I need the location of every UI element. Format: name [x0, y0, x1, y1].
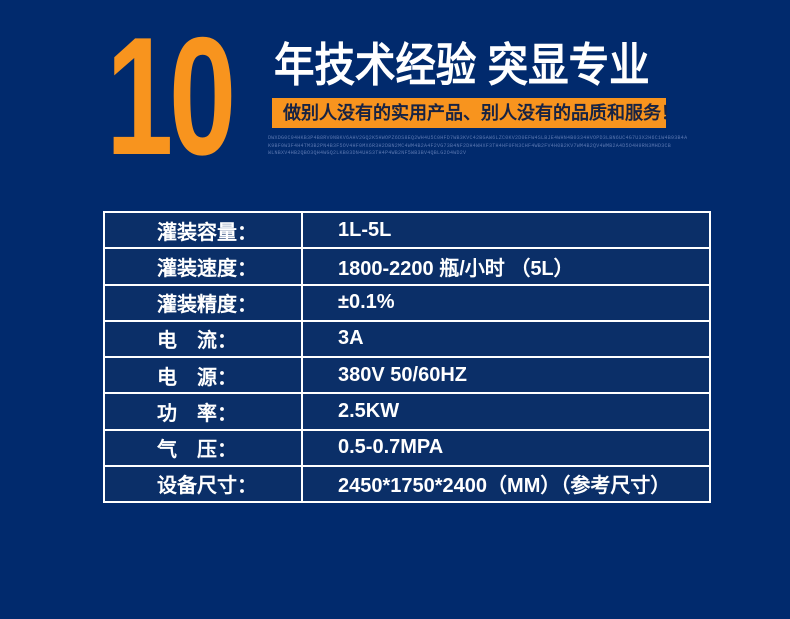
- spec-value: 3A: [301, 319, 711, 359]
- spec-label: 灌装精度：: [103, 283, 303, 322]
- spec-label: 灌装容量：: [103, 210, 303, 250]
- table-row: 气 压： 0.5-0.7MPA: [103, 428, 711, 467]
- table-row: 设备尺寸： 2450*1750*2400（MM）（参考尺寸）: [103, 464, 711, 504]
- spec-label: 设备尺寸：: [103, 464, 303, 504]
- spec-value: 2450*1750*2400（MM）（参考尺寸）: [301, 464, 711, 504]
- fine-print-line: DWXDG0C94HKB3P4B8RV0NBKV6AHV2GQ2K5HWOPZ6…: [268, 135, 688, 141]
- fine-print-block: DWXDG0C94HKB3P4B8RV0NBKV6AHV2GQ2K5HWOPZ6…: [268, 135, 687, 158]
- table-row: 灌装精度： ±0.1%: [103, 283, 711, 322]
- big-number-10: 10: [106, 2, 236, 190]
- spec-value: 1800-2200 瓶/小时 （5L）: [301, 247, 711, 286]
- spec-value: 380V 50/60HZ: [301, 355, 711, 395]
- fine-print-line: WLNBXV4HB2QBO3QH4WGQ2LKB03DN4UHS3TH4P4WB…: [268, 150, 467, 157]
- table-row: 功 率： 2.5KW: [103, 392, 711, 431]
- spec-label: 功 率：: [103, 392, 303, 431]
- page-title: 年技术经验 突显专业: [274, 39, 650, 91]
- slogan-banner: 做别人没有的实用产品、别人没有的品质和服务！: [272, 98, 679, 128]
- spec-label: 灌装速度：: [103, 247, 303, 286]
- spec-table: 灌装容量： 1L-5L 灌装速度： 1800-2200 瓶/小时 （5L） 灌装…: [103, 210, 711, 504]
- table-row: 电 流： 3A: [103, 319, 711, 359]
- table-row: 灌装速度： 1800-2200 瓶/小时 （5L）: [103, 247, 711, 286]
- table-row: 灌装容量： 1L-5L: [103, 210, 711, 250]
- spec-label: 电 源：: [103, 355, 303, 395]
- spec-label: 电 流：: [103, 319, 303, 359]
- spec-value: ±0.1%: [301, 283, 711, 322]
- spec-label: 气 压：: [103, 428, 303, 467]
- spec-value: 1L-5L: [301, 210, 711, 250]
- spec-value: 2.5KW: [301, 392, 711, 431]
- fine-print-line: K9BF0W3F4H4TM3B2PN4B3F5OV4HF0MX6R3H2DBN2…: [268, 142, 672, 149]
- spec-value: 0.5-0.7MPA: [301, 428, 711, 467]
- table-row: 电 源： 380V 50/60HZ: [103, 355, 711, 395]
